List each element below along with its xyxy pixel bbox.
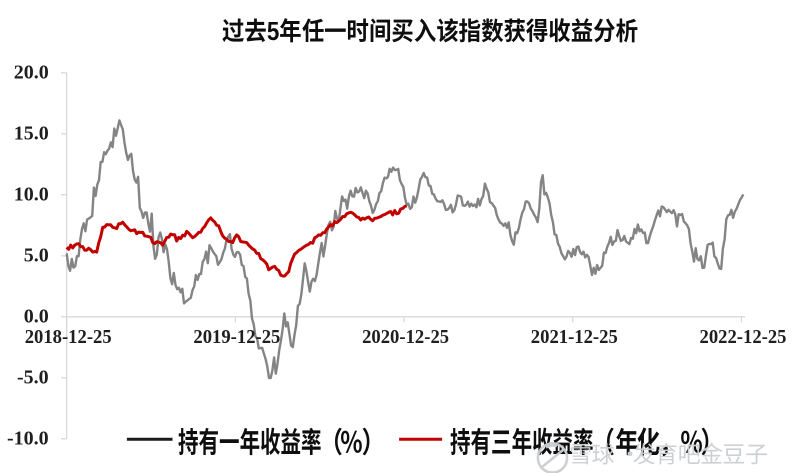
svg-text:20.0: 20.0: [14, 62, 49, 84]
svg-text:2018-12-25: 2018-12-25: [25, 326, 112, 348]
svg-text:（%）: （%）: [320, 419, 385, 461]
svg-text:5.0: 5.0: [24, 245, 49, 267]
svg-text:0.0: 0.0: [24, 306, 49, 328]
svg-text:过去5年任一时间买入该指数获得收益分析: 过去5年任一时间买入该指数获得收益分析: [222, 11, 638, 48]
svg-text:雪球·发育吧金豆子: 雪球·发育吧金豆子: [569, 435, 768, 469]
svg-text:-5.0: -5.0: [17, 367, 49, 389]
svg-text:2020-12-25: 2020-12-25: [362, 326, 449, 348]
svg-text:15.0: 15.0: [14, 123, 49, 145]
svg-text:（年化，%）: （年化，%）: [592, 419, 724, 461]
svg-text:10.0: 10.0: [14, 184, 49, 206]
svg-text:持有三年收益率: 持有三年收益率: [450, 419, 594, 461]
svg-text:2019-12-25: 2019-12-25: [193, 326, 280, 348]
svg-text:-10.0: -10.0: [7, 428, 49, 450]
svg-text:2021-12-25: 2021-12-25: [531, 326, 618, 348]
svg-text:持有一年收益率: 持有一年收益率: [178, 419, 322, 461]
svg-text:2022-12-25: 2022-12-25: [700, 326, 787, 348]
